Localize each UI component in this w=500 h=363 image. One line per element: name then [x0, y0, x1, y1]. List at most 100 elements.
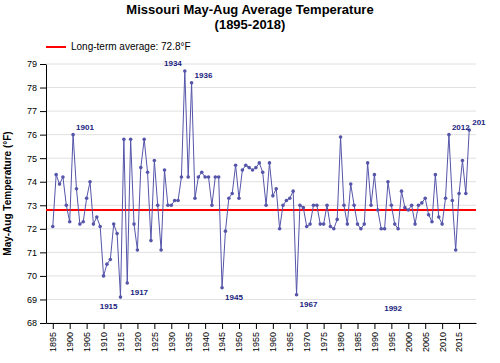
data-point: [420, 201, 424, 205]
data-point: [332, 227, 336, 231]
data-point: [305, 225, 309, 229]
data-point: [413, 222, 417, 226]
x-tick-mark: [357, 323, 358, 329]
x-tick-label: 2005: [421, 332, 431, 352]
annotation: 1934: [164, 59, 182, 68]
y-tick-mark: [40, 64, 46, 65]
data-point: [288, 196, 292, 200]
data-point: [298, 203, 302, 207]
y-tick: 77: [27, 106, 46, 116]
x-tick-label: 2000: [404, 332, 414, 352]
series-line: [53, 71, 469, 297]
data-point: [274, 187, 278, 191]
data-point: [339, 135, 343, 139]
y-tick-label: 73: [27, 201, 37, 211]
data-point: [403, 206, 407, 210]
x-tick: 1905: [82, 323, 92, 352]
x-tick-label: 1940: [201, 332, 211, 352]
grid-line: [46, 111, 476, 112]
y-tick-mark: [40, 135, 46, 136]
data-point: [98, 225, 102, 229]
data-point: [58, 182, 62, 186]
data-point: [417, 203, 421, 207]
y-tick: 68: [27, 318, 46, 328]
data-point: [149, 239, 153, 243]
x-tick: 1915: [116, 323, 126, 352]
x-tick-mark: [154, 323, 155, 329]
data-point: [285, 199, 289, 203]
y-tick: 69: [27, 295, 46, 305]
title: Missouri May-Aug Average Temperature(189…: [126, 2, 373, 32]
data-point: [112, 222, 116, 226]
data-point: [146, 171, 150, 175]
x-tick-mark: [104, 323, 105, 329]
grid-line: [46, 228, 476, 229]
data-point: [220, 286, 224, 290]
annotation: 1917: [130, 288, 148, 297]
data-point: [68, 220, 72, 224]
x-tick: 1975: [319, 323, 329, 352]
data-point: [271, 194, 275, 198]
y-tick: 79: [27, 59, 46, 69]
data-point: [213, 175, 217, 179]
data-point: [349, 182, 353, 186]
x-tick-mark: [70, 323, 71, 329]
x-tick-label: 2010: [438, 332, 448, 352]
y-tick: 70: [27, 271, 46, 281]
annotation: 2012: [452, 123, 470, 132]
y-axis: 686970717273747576777879: [27, 59, 47, 328]
x-tick: 1910: [99, 323, 109, 352]
data-point: [136, 248, 140, 252]
grid-line: [46, 64, 476, 65]
data-point: [325, 203, 329, 207]
y-tick-mark: [40, 299, 46, 300]
y-tick: 78: [27, 83, 46, 93]
x-tick-label: 1965: [285, 332, 295, 352]
x-tick-mark: [442, 323, 443, 329]
data-point: [125, 281, 129, 285]
x-tick: 1945: [217, 323, 227, 352]
x-tick: 1980: [336, 323, 346, 352]
data-point: [356, 222, 360, 226]
data-point: [234, 163, 238, 167]
data-point: [386, 180, 390, 184]
x-tick-mark: [324, 323, 325, 329]
data-point: [186, 175, 190, 179]
x-tick-label: 1955: [251, 332, 261, 352]
x-tick-mark: [273, 323, 274, 329]
data-point: [366, 161, 370, 165]
y-tick-mark: [40, 158, 46, 159]
x-tick-label: 1975: [319, 332, 329, 352]
x-tick: 1955: [251, 323, 261, 352]
annotation: 1945: [225, 293, 243, 302]
data-point: [180, 175, 184, 179]
y-tick: 74: [27, 177, 46, 187]
y-tick-mark: [40, 229, 46, 230]
data-point: [237, 196, 241, 200]
data-point: [156, 203, 160, 207]
data-point: [65, 203, 69, 207]
x-tick-label: 1925: [150, 332, 160, 352]
grid-line: [46, 158, 476, 159]
y-tick-mark: [40, 323, 46, 324]
legend-item: Long-term average: 72.8°F: [46, 41, 191, 52]
x-tick-mark: [137, 323, 138, 329]
data-point: [440, 222, 444, 226]
x-tick-label: 1910: [99, 332, 109, 352]
y-tick-label: 72: [27, 224, 37, 234]
data-point: [302, 206, 306, 210]
data-point: [312, 203, 316, 207]
data-point: [197, 175, 201, 179]
data-point: [71, 133, 75, 137]
x-tick: 1950: [234, 323, 244, 352]
x-axis-line: [47, 323, 477, 324]
legend-swatch: [46, 46, 66, 48]
x-tick: 1940: [201, 323, 211, 352]
x-tick-label: 1895: [48, 332, 58, 352]
data-point: [396, 227, 400, 231]
data-point: [454, 248, 458, 252]
x-tick-mark: [120, 323, 121, 329]
x-tick-mark: [53, 323, 54, 329]
data-point: [406, 208, 410, 212]
y-tick: 72: [27, 224, 46, 234]
